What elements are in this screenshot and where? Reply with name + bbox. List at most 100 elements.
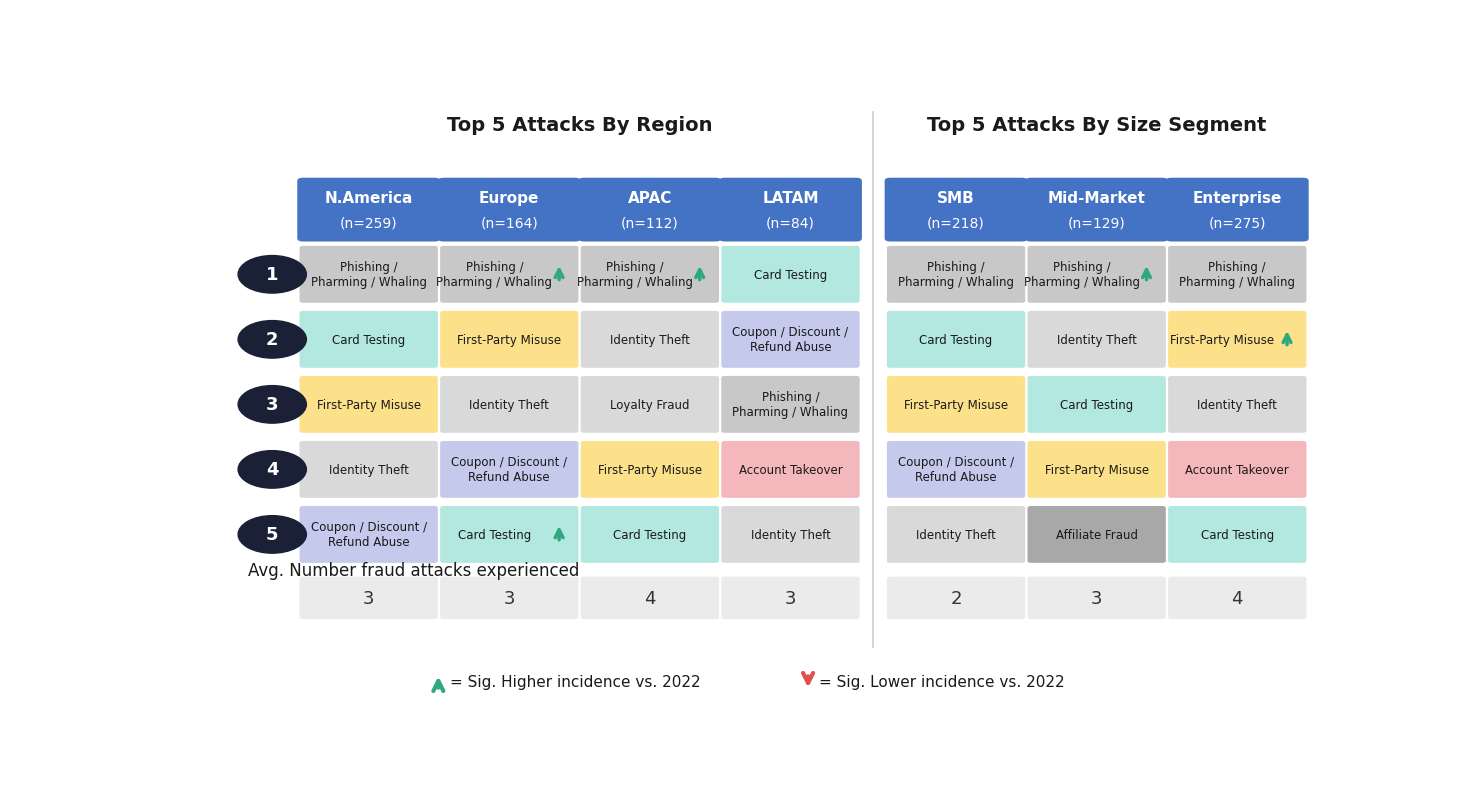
Text: Identity Theft: Identity Theft <box>750 528 831 541</box>
Text: Card Testing: Card Testing <box>1060 398 1133 411</box>
Text: 1: 1 <box>266 266 279 284</box>
FancyBboxPatch shape <box>299 247 437 303</box>
FancyBboxPatch shape <box>1166 178 1308 242</box>
Text: Phishing /
Pharming / Whaling: Phishing / Pharming / Whaling <box>1179 261 1295 289</box>
Text: Phishing /
Pharming / Whaling: Phishing / Pharming / Whaling <box>436 261 552 289</box>
Text: Affiliate Fraud: Affiliate Fraud <box>1055 528 1138 541</box>
Text: Top 5 Attacks By Region: Top 5 Attacks By Region <box>446 116 712 135</box>
Text: (n=164): (n=164) <box>480 216 539 230</box>
Text: 2: 2 <box>266 331 279 349</box>
Text: Loyalty Fraud: Loyalty Fraud <box>611 398 690 411</box>
Text: Coupon / Discount /
Refund Abuse: Coupon / Discount / Refund Abuse <box>898 456 1014 484</box>
Text: First-Party Misuse: First-Party Misuse <box>904 398 1009 411</box>
Text: First-Party Misuse: First-Party Misuse <box>1170 333 1274 346</box>
Text: LATAM: LATAM <box>762 191 819 205</box>
FancyBboxPatch shape <box>721 376 860 433</box>
Text: APAC: APAC <box>628 191 672 205</box>
FancyBboxPatch shape <box>299 577 437 620</box>
Text: Card Testing: Card Testing <box>332 333 405 346</box>
Text: Card Testing: Card Testing <box>1201 528 1274 541</box>
FancyBboxPatch shape <box>887 577 1025 620</box>
Text: (n=112): (n=112) <box>621 216 678 230</box>
FancyBboxPatch shape <box>299 376 437 433</box>
FancyBboxPatch shape <box>1028 311 1166 368</box>
FancyBboxPatch shape <box>887 441 1025 498</box>
Text: Coupon / Discount /
Refund Abuse: Coupon / Discount / Refund Abuse <box>733 326 849 354</box>
Text: SMB: SMB <box>937 191 975 205</box>
Text: Top 5 Attacks By Size Segment: Top 5 Attacks By Size Segment <box>926 116 1267 135</box>
FancyBboxPatch shape <box>887 376 1025 433</box>
FancyBboxPatch shape <box>581 506 719 563</box>
FancyBboxPatch shape <box>299 506 437 563</box>
FancyBboxPatch shape <box>1028 506 1166 563</box>
FancyBboxPatch shape <box>885 178 1028 242</box>
Text: Card Testing: Card Testing <box>458 528 531 541</box>
Text: First-Party Misuse: First-Party Misuse <box>317 398 421 411</box>
Text: Phishing /
Pharming / Whaling: Phishing / Pharming / Whaling <box>577 261 693 289</box>
FancyBboxPatch shape <box>721 247 860 303</box>
FancyBboxPatch shape <box>887 506 1025 563</box>
FancyBboxPatch shape <box>887 311 1025 368</box>
Circle shape <box>238 516 307 553</box>
Text: Identity Theft: Identity Theft <box>1057 333 1136 346</box>
Text: = Sig. Lower incidence vs. 2022: = Sig. Lower incidence vs. 2022 <box>819 674 1066 689</box>
FancyBboxPatch shape <box>440 506 578 563</box>
Text: 4: 4 <box>644 589 656 607</box>
Text: Phishing /
Pharming / Whaling: Phishing / Pharming / Whaling <box>1023 261 1139 289</box>
Text: N.America: N.America <box>324 191 413 205</box>
FancyBboxPatch shape <box>1169 247 1307 303</box>
FancyBboxPatch shape <box>1169 376 1307 433</box>
Text: Phishing /
Pharming / Whaling: Phishing / Pharming / Whaling <box>311 261 427 289</box>
FancyBboxPatch shape <box>440 376 578 433</box>
FancyBboxPatch shape <box>1028 247 1166 303</box>
FancyBboxPatch shape <box>721 506 860 563</box>
Text: (n=275): (n=275) <box>1208 216 1265 230</box>
Text: 3: 3 <box>1091 589 1102 607</box>
Circle shape <box>238 451 307 488</box>
Text: (n=218): (n=218) <box>928 216 985 230</box>
Text: (n=129): (n=129) <box>1067 216 1126 230</box>
FancyBboxPatch shape <box>1169 577 1307 620</box>
Text: = Sig. Higher incidence vs. 2022: = Sig. Higher incidence vs. 2022 <box>449 674 700 689</box>
Text: Account Takeover: Account Takeover <box>1185 463 1289 476</box>
FancyBboxPatch shape <box>721 311 860 368</box>
Circle shape <box>238 321 307 358</box>
FancyBboxPatch shape <box>721 441 860 498</box>
Text: Phishing /
Pharming / Whaling: Phishing / Pharming / Whaling <box>898 261 1014 289</box>
FancyBboxPatch shape <box>297 178 440 242</box>
Text: 5: 5 <box>266 526 279 543</box>
FancyBboxPatch shape <box>581 441 719 498</box>
Text: Avg. Number fraud attacks experienced: Avg. Number fraud attacks experienced <box>248 562 580 580</box>
FancyBboxPatch shape <box>581 311 719 368</box>
FancyBboxPatch shape <box>581 247 719 303</box>
Text: Mid-Market: Mid-Market <box>1048 191 1145 205</box>
Text: Europe: Europe <box>479 191 539 205</box>
FancyBboxPatch shape <box>1028 441 1166 498</box>
FancyBboxPatch shape <box>1025 178 1169 242</box>
FancyBboxPatch shape <box>719 178 862 242</box>
FancyBboxPatch shape <box>581 577 719 620</box>
Text: (n=84): (n=84) <box>766 216 815 230</box>
Text: Identity Theft: Identity Theft <box>470 398 549 411</box>
Text: Account Takeover: Account Takeover <box>738 463 843 476</box>
Text: Identity Theft: Identity Theft <box>609 333 690 346</box>
Text: 3: 3 <box>363 589 374 607</box>
Text: Identity Theft: Identity Theft <box>1198 398 1277 411</box>
FancyBboxPatch shape <box>1169 441 1307 498</box>
Text: First-Party Misuse: First-Party Misuse <box>597 463 702 476</box>
Circle shape <box>238 386 307 423</box>
FancyBboxPatch shape <box>1169 311 1307 368</box>
Text: 4: 4 <box>266 461 279 478</box>
Circle shape <box>238 256 307 294</box>
FancyBboxPatch shape <box>437 178 581 242</box>
FancyBboxPatch shape <box>440 577 578 620</box>
Text: Card Testing: Card Testing <box>755 268 826 281</box>
Text: Card Testing: Card Testing <box>919 333 992 346</box>
Text: Identity Theft: Identity Theft <box>916 528 995 541</box>
FancyBboxPatch shape <box>440 441 578 498</box>
FancyBboxPatch shape <box>887 247 1025 303</box>
Text: First-Party Misuse: First-Party Misuse <box>457 333 561 346</box>
Text: Card Testing: Card Testing <box>614 528 687 541</box>
Text: 4: 4 <box>1232 589 1243 607</box>
Text: Coupon / Discount /
Refund Abuse: Coupon / Discount / Refund Abuse <box>451 456 567 484</box>
